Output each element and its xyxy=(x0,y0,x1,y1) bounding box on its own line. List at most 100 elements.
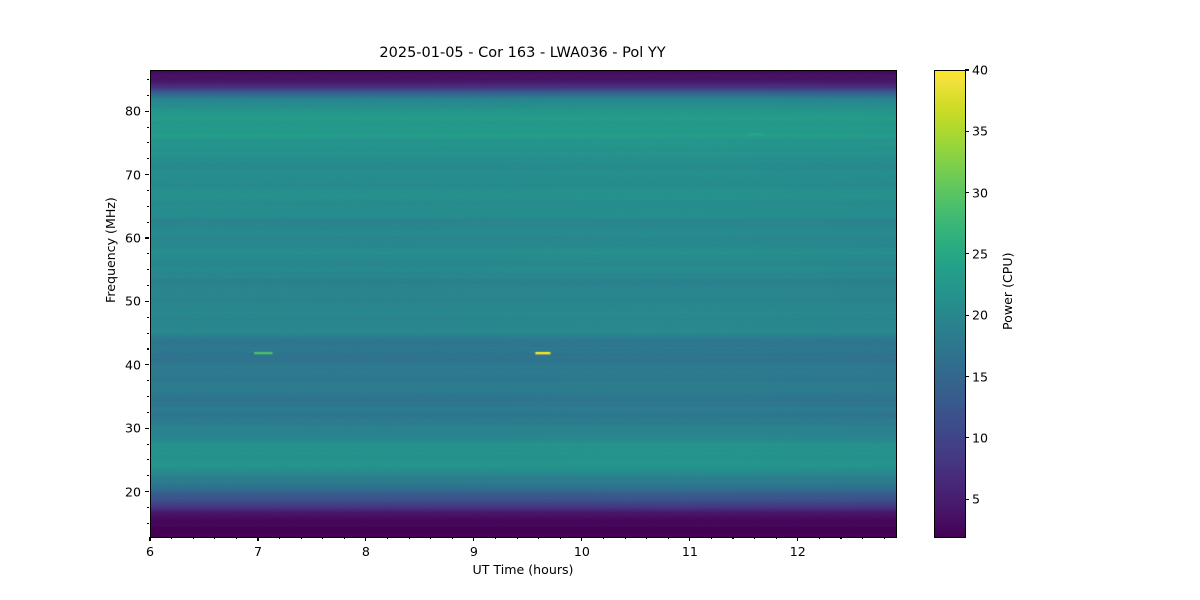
colorbar-tick-label: 10 xyxy=(972,430,989,446)
colorbar-tick xyxy=(965,498,970,500)
y-tick-minor xyxy=(146,411,149,413)
colorbar-tick xyxy=(965,376,970,378)
y-tick-minor xyxy=(146,158,149,160)
x-tick-major xyxy=(365,537,367,542)
y-tick-minor xyxy=(146,269,149,271)
colorbar-tick xyxy=(965,130,970,132)
x-tick-label: 9 xyxy=(469,544,478,559)
colorbar-tick xyxy=(965,437,970,439)
y-tick-major xyxy=(144,174,149,176)
y-tick-minor xyxy=(146,126,149,128)
x-tick-major xyxy=(473,537,475,542)
colorbar-tick-label: 40 xyxy=(972,62,989,78)
heatmap-plot-area[interactable] xyxy=(150,70,897,538)
x-tick-label: 6 xyxy=(145,544,155,559)
y-tick-minor xyxy=(146,475,149,477)
page-title: 2025-01-05 - Cor 163 - LWA036 - Pol YY xyxy=(379,45,666,61)
x-tick-minor xyxy=(214,537,216,540)
x-tick-minor xyxy=(646,537,648,540)
y-tick-minor xyxy=(146,380,149,382)
x-tick-minor xyxy=(775,537,777,540)
x-tick-major xyxy=(581,537,583,542)
x-tick-minor xyxy=(818,537,820,540)
x-tick-minor xyxy=(322,537,324,540)
y-tick-major xyxy=(144,427,149,429)
colorbar-gradient xyxy=(935,71,965,537)
colorbar-tick-label: 35 xyxy=(972,123,989,139)
x-tick-minor xyxy=(840,537,842,540)
y-tick-minor xyxy=(146,142,149,144)
x-tick-minor xyxy=(862,537,864,540)
y-tick-label: 20 xyxy=(124,484,141,500)
y-axis-label: Frequency (MHz) xyxy=(103,197,118,303)
y-tick-minor xyxy=(146,221,149,223)
x-tick-major xyxy=(689,537,691,542)
y-tick-minor xyxy=(146,459,149,461)
y-tick-minor xyxy=(146,348,149,350)
y-tick-minor xyxy=(146,78,149,81)
x-tick-label: 12 xyxy=(789,544,806,559)
x-axis-label: UT Time (hours) xyxy=(472,562,574,577)
y-tick-minor xyxy=(146,332,149,334)
x-tick-major xyxy=(149,537,151,542)
x-tick-minor xyxy=(602,537,605,540)
x-tick-minor xyxy=(343,537,345,540)
y-tick-minor xyxy=(146,285,149,287)
colorbar-tick-label: 20 xyxy=(972,307,989,323)
colorbar[interactable] xyxy=(934,70,966,538)
colorbar-tick-label: 25 xyxy=(972,246,989,262)
y-tick-label: 30 xyxy=(124,420,141,436)
x-tick-minor xyxy=(235,537,237,540)
x-tick-label: 11 xyxy=(681,544,698,559)
y-tick-label: 80 xyxy=(124,103,141,119)
y-tick-minor xyxy=(146,205,149,207)
x-tick-minor xyxy=(710,537,712,540)
x-tick-minor xyxy=(754,537,756,540)
x-tick-minor xyxy=(279,537,281,540)
y-tick-label: 70 xyxy=(124,167,141,183)
x-tick-label: 8 xyxy=(361,544,370,559)
x-tick-minor xyxy=(408,537,410,540)
y-tick-label: 40 xyxy=(124,357,141,373)
colorbar-label: Power (CPU) xyxy=(1000,252,1015,330)
x-tick-minor xyxy=(538,537,540,540)
x-tick-minor xyxy=(300,537,302,540)
x-tick-minor xyxy=(624,537,626,540)
y-tick-minor xyxy=(146,522,149,524)
x-tick-minor xyxy=(494,537,497,540)
x-tick-minor xyxy=(667,537,669,540)
y-tick-major xyxy=(144,110,149,112)
x-tick-minor xyxy=(559,537,561,540)
x-tick-minor xyxy=(430,537,432,540)
dynamic-spectrum-image xyxy=(151,71,896,537)
x-tick-label: 7 xyxy=(253,544,262,559)
y-tick-minor xyxy=(146,506,149,508)
colorbar-tick-label: 5 xyxy=(972,491,981,507)
y-tick-label: 60 xyxy=(124,230,141,246)
y-tick-minor xyxy=(146,94,149,96)
colorbar-tick-label: 15 xyxy=(972,369,989,385)
y-tick-minor xyxy=(146,189,149,191)
x-tick-minor xyxy=(732,537,734,540)
x-tick-minor xyxy=(192,537,194,540)
y-tick-minor xyxy=(146,443,149,445)
y-tick-label: 50 xyxy=(124,293,141,309)
colorbar-tick xyxy=(965,314,970,316)
y-tick-major xyxy=(144,491,149,493)
y-tick-major xyxy=(144,364,149,366)
x-tick-minor xyxy=(516,537,518,540)
x-tick-minor xyxy=(386,537,389,540)
colorbar-tick-label: 30 xyxy=(972,185,989,201)
x-tick-major xyxy=(797,537,799,542)
y-tick-minor xyxy=(146,316,149,318)
x-tick-minor xyxy=(451,537,453,540)
colorbar-tick xyxy=(965,69,970,71)
y-tick-major xyxy=(144,237,149,239)
y-tick-minor xyxy=(146,395,149,398)
y-tick-minor xyxy=(146,253,149,255)
colorbar-tick xyxy=(965,253,970,255)
colorbar-tick xyxy=(965,192,970,194)
x-tick-minor xyxy=(171,537,173,540)
x-tick-major xyxy=(257,537,259,542)
